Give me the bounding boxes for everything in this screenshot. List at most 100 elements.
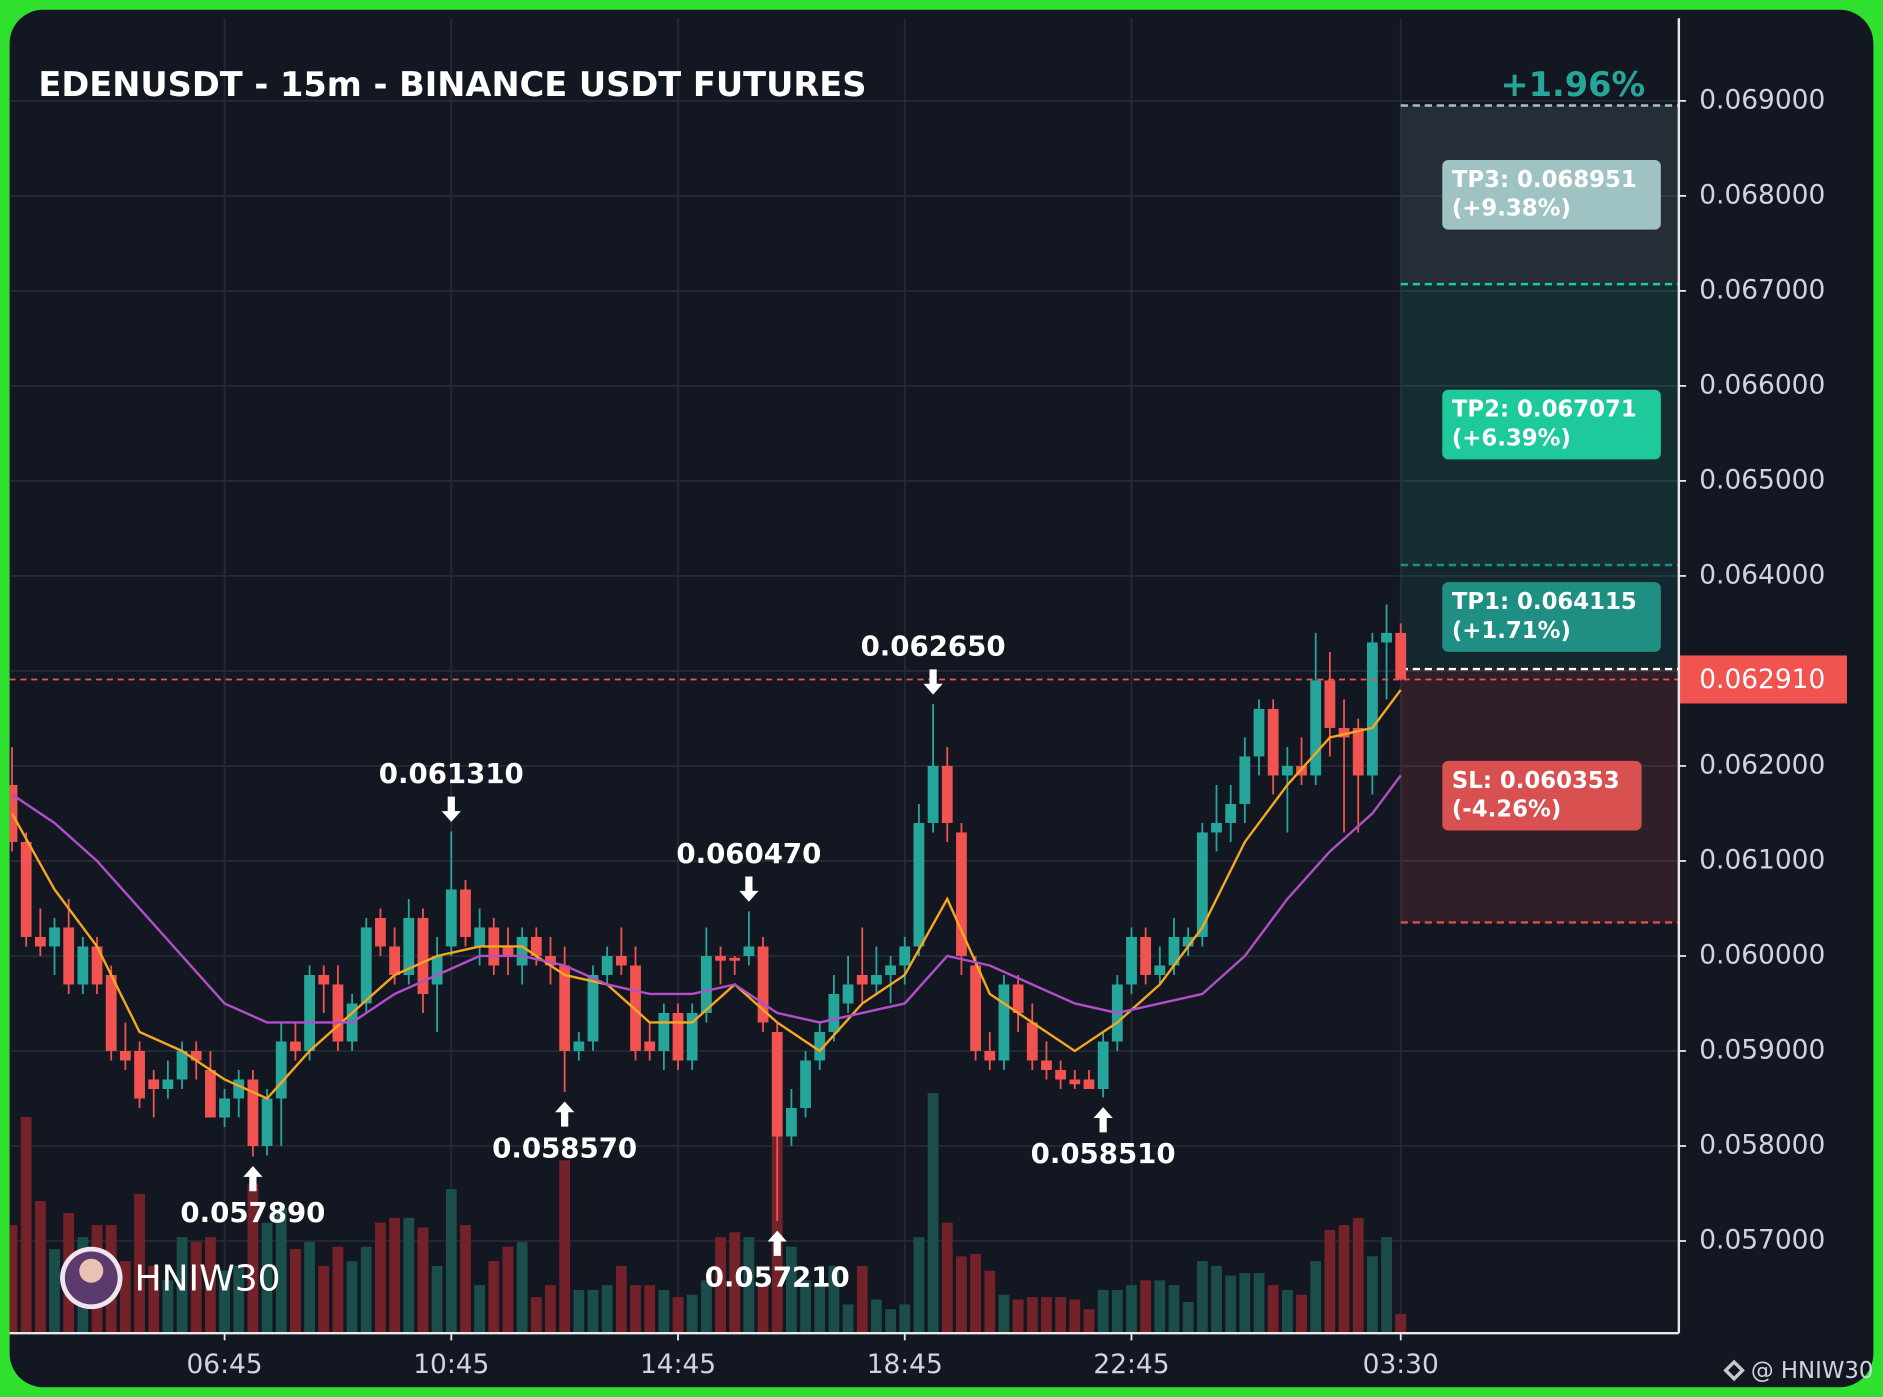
candle-body xyxy=(1097,1041,1109,1089)
x-tick-label: 10:45 xyxy=(413,1349,489,1380)
y-tick-label: 0.068000 xyxy=(1699,179,1825,210)
volume-bar xyxy=(587,1289,599,1334)
volume-bar xyxy=(729,1232,741,1334)
pivot-label: 0.057210 xyxy=(705,1261,850,1294)
candle-body xyxy=(1352,727,1364,776)
x-tick-label: 22:45 xyxy=(1093,1349,1169,1380)
current-price-box xyxy=(1678,655,1847,704)
volume-bar xyxy=(1196,1261,1208,1334)
volume-bar xyxy=(700,1280,712,1334)
overlay: 0.057000 0.058000 0.059000 0.060000 0.061000… xyxy=(180,84,1847,1380)
candle-body xyxy=(1281,765,1293,776)
volume-bar xyxy=(615,1265,627,1334)
candle-body xyxy=(1310,680,1322,776)
y-tick-label: 0.059000 xyxy=(1699,1034,1825,1065)
candle-body xyxy=(1338,727,1350,738)
y-tick-label: 0.058000 xyxy=(1699,1129,1825,1160)
volume-bar xyxy=(488,1261,500,1334)
volume-bar xyxy=(1069,1299,1081,1334)
candle-body xyxy=(1182,936,1194,947)
volume-bar xyxy=(715,1237,726,1334)
candle-body xyxy=(970,965,982,1051)
candle-body xyxy=(431,955,443,985)
candle-body xyxy=(1196,832,1208,937)
candle-body xyxy=(871,974,882,985)
volume-bar xyxy=(375,1222,386,1334)
candle-body xyxy=(587,974,599,1042)
volume-bar xyxy=(460,1225,471,1334)
candle-body xyxy=(91,946,103,985)
candle-body xyxy=(1140,936,1152,975)
candle-body xyxy=(375,917,386,947)
candle-body xyxy=(785,1107,797,1137)
stop-change: (-4.26%) xyxy=(1452,797,1561,823)
volume-bar xyxy=(1395,1313,1407,1334)
volume-bar xyxy=(941,1222,953,1334)
candle-body xyxy=(913,822,925,947)
candle-body xyxy=(77,946,89,985)
candle-body xyxy=(460,889,471,937)
candle-body xyxy=(615,955,627,966)
candle-body xyxy=(530,936,542,956)
candle-body xyxy=(686,1012,698,1061)
candle-body xyxy=(162,1079,174,1089)
volume-bar xyxy=(34,1201,46,1334)
candle-body xyxy=(1211,822,1222,833)
volume-bar xyxy=(49,1249,60,1334)
candle-body xyxy=(105,974,117,1051)
candle-body xyxy=(176,1050,188,1080)
candle-body xyxy=(771,1031,783,1137)
candle-body xyxy=(672,1012,684,1061)
pivot-label: 0.062650 xyxy=(861,630,1006,663)
volume-bar xyxy=(1083,1309,1095,1334)
volume-bar xyxy=(1154,1280,1166,1334)
volume-bar xyxy=(1055,1297,1067,1334)
stop-label: SL: 0.060353 xyxy=(1452,768,1620,794)
volume-bar xyxy=(9,1225,18,1334)
candle-body xyxy=(1225,803,1237,823)
candle-body xyxy=(1253,708,1265,757)
volume-bar xyxy=(828,1265,840,1334)
candle-body xyxy=(927,765,939,823)
candle-body xyxy=(700,955,712,1013)
candle-body xyxy=(190,1050,202,1061)
pivot-arrow xyxy=(555,1101,575,1127)
volume-bar xyxy=(672,1297,684,1334)
candle-body xyxy=(1041,1060,1052,1070)
volume-bar xyxy=(871,1299,882,1334)
candle-body xyxy=(1026,1022,1038,1061)
volume-bar xyxy=(1366,1256,1378,1334)
candle-body xyxy=(134,1050,145,1099)
volume-bar xyxy=(998,1294,1010,1334)
candle-body xyxy=(417,917,429,994)
volume-bar xyxy=(885,1309,896,1334)
volume-bar xyxy=(1012,1299,1024,1334)
change-label: +1.96% xyxy=(1500,65,1645,104)
pivot-label: 0.061310 xyxy=(379,757,524,790)
candle-body xyxy=(828,993,840,1032)
candle-body xyxy=(984,1050,996,1061)
logo-head xyxy=(79,1258,104,1283)
candle-body xyxy=(49,927,60,947)
volume-bar xyxy=(204,1237,216,1334)
pivot-arrow xyxy=(243,1166,263,1192)
candle-body xyxy=(644,1041,656,1051)
target-box xyxy=(1442,159,1661,230)
candle-body xyxy=(1012,984,1024,1013)
volume-bar xyxy=(559,1160,571,1334)
volume-bar xyxy=(1253,1273,1265,1334)
candle-body xyxy=(899,946,911,966)
pivot-label: 0.058510 xyxy=(1031,1137,1176,1170)
target-label: TP2: 0.067071 xyxy=(1452,397,1637,423)
volume-bar xyxy=(630,1285,641,1334)
volume-bar xyxy=(502,1246,514,1334)
volume-bar xyxy=(970,1253,982,1334)
volume-bar xyxy=(332,1246,344,1334)
candle-body xyxy=(445,889,457,947)
volume-bar xyxy=(247,1184,259,1334)
volume-bar xyxy=(261,1222,273,1334)
volume-bar xyxy=(1281,1289,1293,1334)
volume-bar xyxy=(927,1092,939,1334)
candle-body xyxy=(715,955,726,961)
